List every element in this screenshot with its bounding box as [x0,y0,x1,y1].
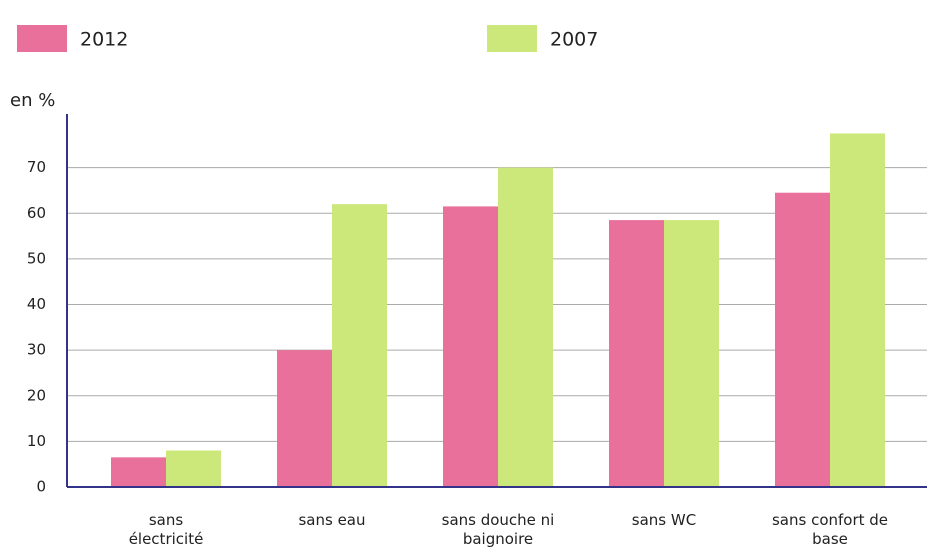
bar [277,350,332,487]
y-tick-label: 20 [27,386,46,404]
bar [775,192,830,487]
y-tick-label: 0 [36,478,46,496]
bar [332,204,387,487]
y-tick-label: 30 [27,341,46,359]
x-tick-label: sans confort de base [771,511,889,548]
x-tick-label: sans eau [298,511,366,529]
bar [166,450,221,487]
legend-swatch [17,25,67,52]
bar [443,206,498,487]
bar [830,133,885,487]
x-tick-label: sans électricité [128,511,204,548]
bar [609,220,664,487]
bar [664,220,719,487]
bar [111,457,166,487]
y-axis-label: en % [10,90,55,111]
y-tick-label: 40 [27,295,46,313]
y-tick-label: 50 [27,249,46,267]
bar [498,167,553,487]
x-tick-label: sans WC [631,511,697,529]
legend-label: 2012 [80,29,128,51]
y-tick-label: 10 [27,432,46,450]
legend-swatch [487,25,537,52]
y-tick-label: 70 [27,158,46,176]
legend-label: 2007 [550,29,598,51]
y-tick-label: 60 [27,204,46,222]
x-tick-label: sans douche ni baignoire [441,511,555,548]
